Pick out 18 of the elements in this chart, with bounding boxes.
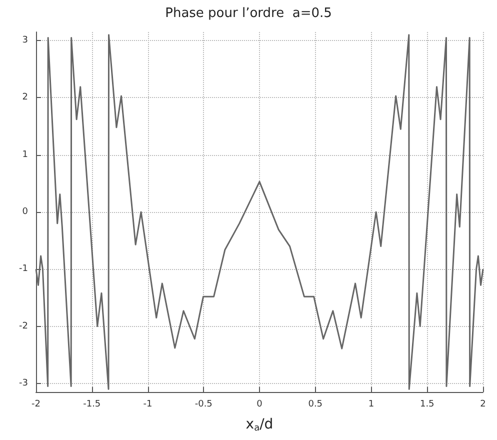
chart-title: Phase pour l’ordre a=0.5	[165, 6, 332, 21]
x-tick-label: -1	[143, 400, 152, 410]
y-tick-label: 3	[22, 36, 28, 46]
y-tick-label: 0	[22, 207, 28, 217]
x-tick-label: -2	[32, 400, 40, 410]
x-tick-label: -1.5	[83, 400, 101, 410]
x-tick-label: -0.5	[194, 400, 212, 410]
y-tick-label: 1	[22, 150, 28, 160]
x-tick-label: 1	[368, 400, 374, 410]
x-tick-label: 0.5	[308, 400, 323, 410]
x-tick-label: 2	[480, 400, 486, 410]
line-series	[35, 34, 484, 390]
y-tick-label: 2	[22, 92, 28, 103]
y-tick-label: -2	[19, 321, 28, 332]
y-tick-label: -1	[19, 264, 28, 274]
y-tick-label: -3	[19, 378, 28, 388]
x-tick-label: 0	[256, 400, 263, 410]
x-tick-label: 1.5	[420, 400, 434, 410]
